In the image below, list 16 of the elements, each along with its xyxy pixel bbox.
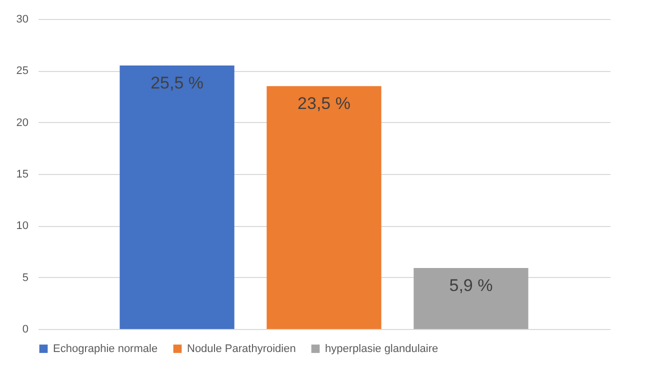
data-label: 25,5 % xyxy=(150,74,204,92)
bar xyxy=(120,66,234,329)
legend-label: Nodule Parathyroidien xyxy=(187,342,296,355)
y-tick-label: 30 xyxy=(16,14,28,26)
y-tick-label: 25 xyxy=(16,65,28,78)
bar xyxy=(414,268,528,329)
data-label: 23,5 % xyxy=(298,94,350,114)
legend-label: Echographie normale xyxy=(53,342,158,355)
y-tick-label: 10 xyxy=(16,220,28,232)
legend-label: hyperplasie glandulaire xyxy=(325,342,438,355)
y-tick-label: 5 xyxy=(22,272,28,284)
data-label: 5,9 % xyxy=(449,276,493,296)
y-tick-label: 15 xyxy=(16,168,28,180)
y-tick-label: 20 xyxy=(16,116,28,129)
y-tick-label: 0 xyxy=(22,324,28,336)
bar xyxy=(266,86,382,329)
